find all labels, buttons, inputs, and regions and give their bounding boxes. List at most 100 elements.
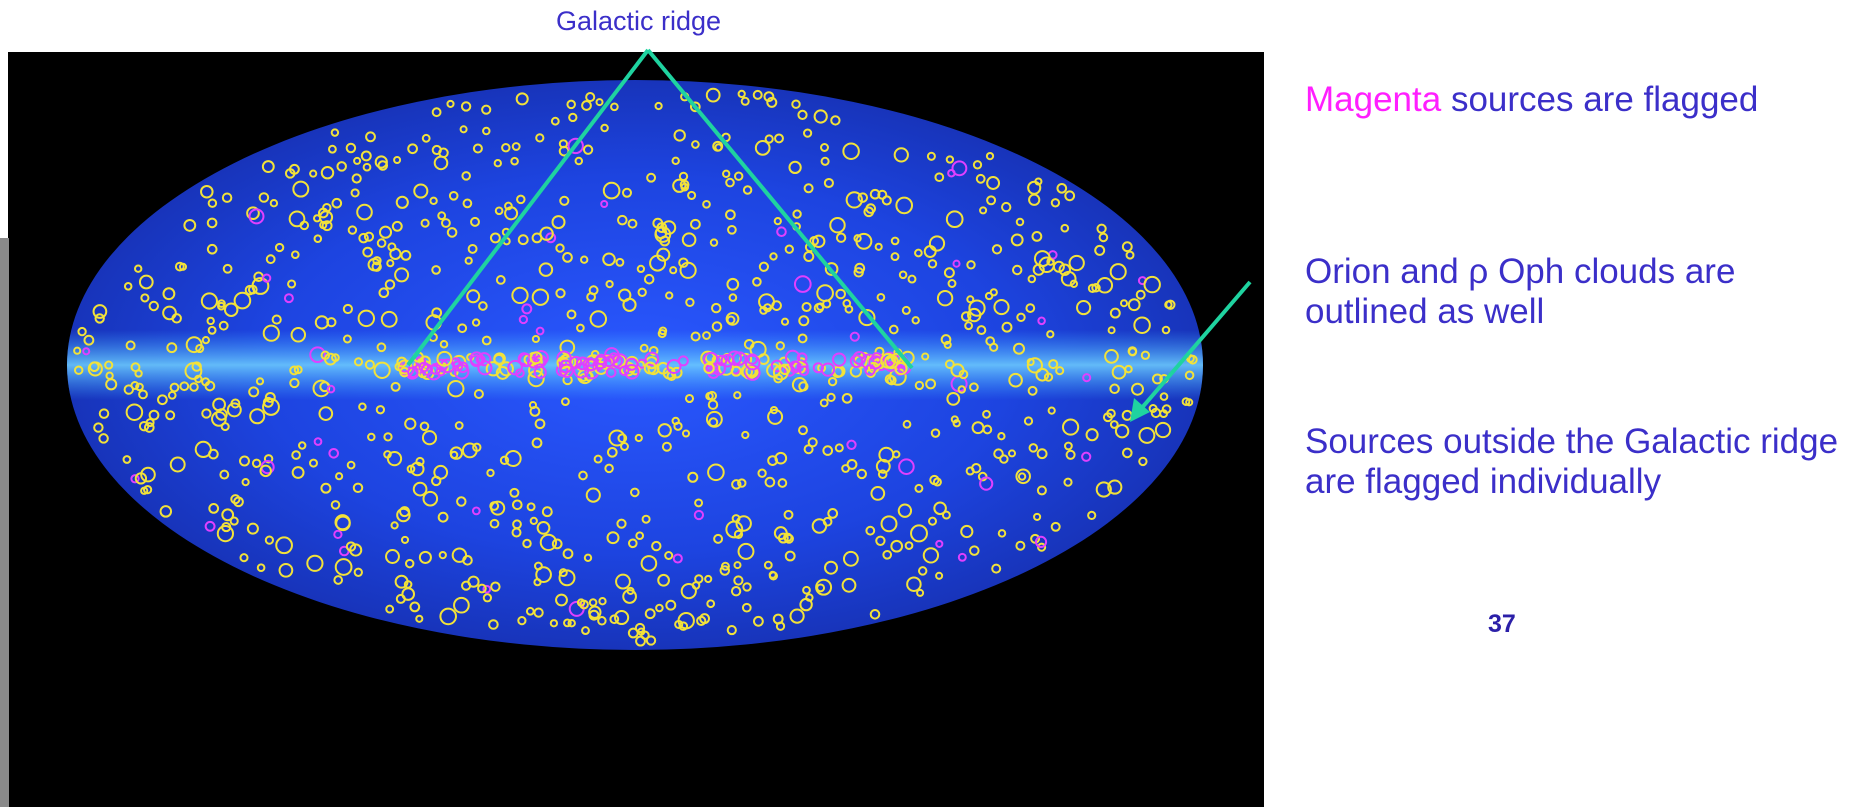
source-marker (997, 432, 1006, 441)
source-marker (330, 128, 340, 137)
source-marker (309, 169, 318, 178)
source-marker (559, 195, 570, 206)
source-marker (754, 140, 771, 156)
source-marker (561, 397, 570, 406)
source-marker (726, 625, 737, 636)
source-marker (822, 516, 833, 527)
source-marker (704, 574, 713, 584)
source-marker (671, 156, 680, 166)
source-marker (446, 99, 455, 108)
source-marker (510, 156, 519, 166)
source-marker (226, 402, 242, 418)
source-marker (1091, 283, 1101, 293)
source-marker (616, 518, 627, 529)
source-marker (1033, 512, 1042, 521)
source-marker (533, 607, 544, 618)
source-marker (1151, 373, 1163, 385)
source-marker (637, 287, 647, 297)
source-marker (621, 187, 633, 198)
source-marker (741, 430, 750, 440)
source-marker (521, 303, 533, 315)
source-marker (1064, 441, 1073, 451)
source-marker (138, 389, 148, 400)
source-marker (865, 525, 876, 536)
source-marker (1127, 346, 1138, 356)
source-marker (387, 242, 397, 252)
source-marker (489, 518, 500, 529)
source-marker (440, 218, 451, 228)
source-marker (588, 605, 602, 619)
source-marker (758, 293, 775, 311)
source-marker (1047, 406, 1056, 415)
source-marker (976, 325, 987, 336)
source-marker (390, 381, 401, 392)
source-marker (466, 289, 481, 304)
source-marker (515, 368, 525, 378)
source-marker (1027, 274, 1037, 284)
source-marker (248, 386, 260, 398)
source-marker (857, 192, 869, 203)
source-marker (722, 169, 731, 178)
source-marker (372, 256, 382, 266)
source-marker (298, 441, 307, 450)
source-marker (849, 354, 864, 368)
source-marker (477, 352, 492, 367)
source-marker (822, 445, 834, 456)
source-marker (894, 361, 908, 376)
source-marker (482, 584, 492, 594)
source-marker (590, 349, 600, 359)
source-marker (874, 242, 883, 251)
source-marker (711, 321, 723, 332)
source-marker (687, 190, 697, 200)
source-marker (437, 511, 449, 523)
source-marker (551, 538, 563, 550)
source-marker (516, 194, 526, 205)
source-marker (438, 550, 447, 560)
source-marker (935, 571, 944, 580)
source-marker (367, 432, 376, 442)
source-marker (535, 133, 545, 143)
source-marker (985, 151, 995, 161)
source-marker (684, 393, 695, 404)
source-marker (1098, 232, 1109, 243)
slide-number: 37 (1488, 610, 1516, 638)
source-marker (216, 524, 235, 543)
source-marker (454, 421, 464, 430)
source-marker (941, 510, 951, 520)
source-marker (123, 384, 134, 395)
source-marker (681, 232, 697, 248)
source-marker (595, 353, 607, 366)
source-marker (752, 277, 762, 287)
source-marker (335, 515, 351, 532)
source-marker (87, 361, 103, 377)
source-marker (677, 612, 695, 630)
source-marker (1007, 449, 1017, 458)
source-marker (890, 539, 904, 553)
source-marker (574, 156, 584, 166)
source-marker (960, 524, 974, 539)
source-marker (413, 183, 429, 199)
source-marker (396, 356, 408, 368)
source-marker (393, 155, 402, 165)
source-marker (331, 353, 340, 362)
source-marker (1095, 481, 1112, 498)
source-marker (737, 542, 755, 560)
source-marker (351, 173, 362, 184)
source-marker (841, 577, 857, 593)
source-marker (744, 354, 761, 371)
source-marker (421, 133, 431, 143)
source-marker (586, 292, 596, 302)
source-marker (706, 599, 716, 609)
source-marker (471, 318, 481, 327)
source-marker (436, 350, 453, 367)
source-marker (952, 259, 961, 268)
source-marker (378, 287, 390, 299)
source-marker (576, 323, 585, 333)
source-marker (1001, 321, 1013, 333)
source-marker (744, 364, 761, 381)
source-marker (745, 365, 757, 378)
source-marker (556, 356, 570, 370)
source-marker (364, 359, 375, 370)
source-marker (422, 490, 439, 507)
source-marker (457, 323, 468, 334)
